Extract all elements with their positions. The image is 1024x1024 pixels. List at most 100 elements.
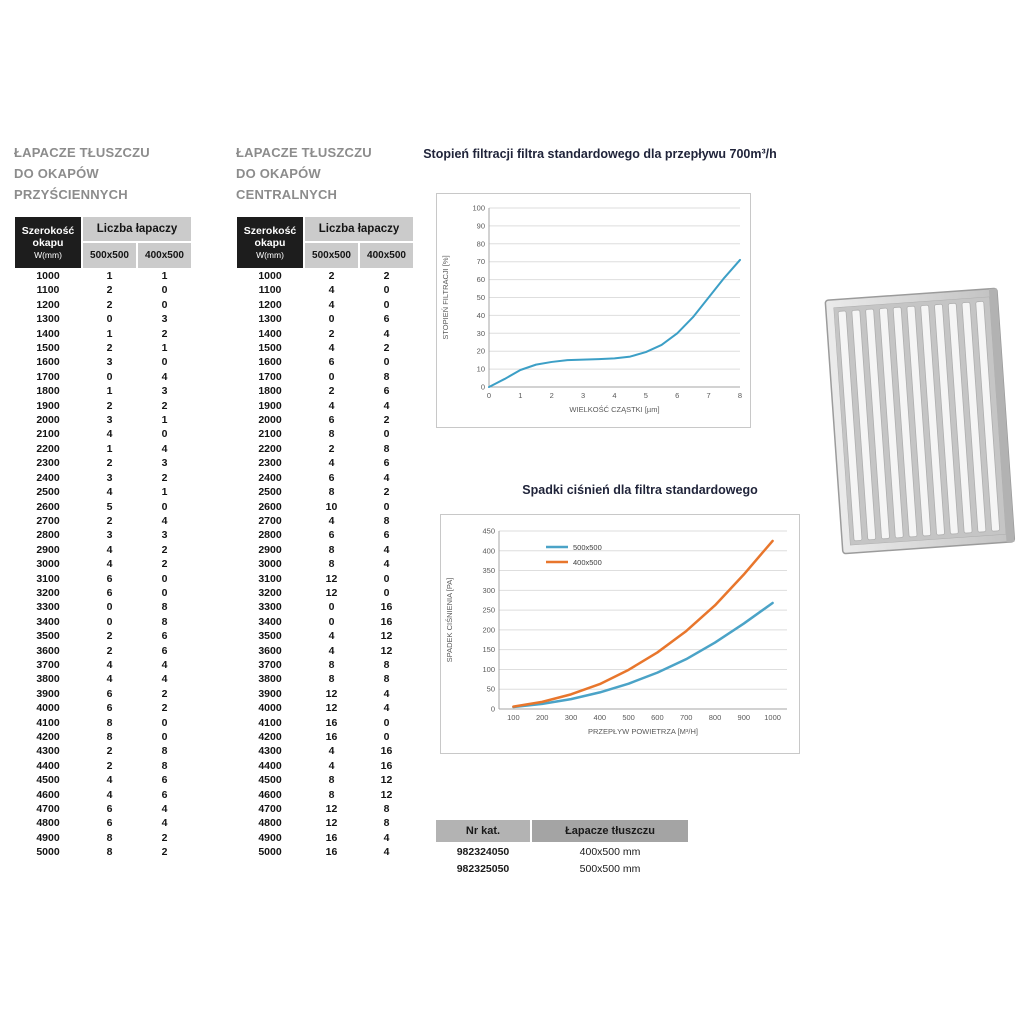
trap-count-cell: 6	[383, 385, 390, 398]
filter-slat	[851, 309, 877, 541]
trap-count-cell: 12	[325, 702, 338, 715]
trap-count-cell: 10	[325, 500, 338, 513]
trap-count-cell: 0	[106, 313, 113, 326]
hood-width-cell: 3400	[36, 615, 60, 628]
trap-count-cell: 8	[106, 831, 113, 844]
filter-slat	[920, 304, 945, 536]
hood-width-cell: 2200	[36, 442, 60, 455]
hood-width-cell: 4600	[36, 788, 60, 801]
filter-slat	[879, 307, 904, 539]
trap-count-cell: 8	[328, 673, 335, 686]
trap-count-cell: 0	[161, 356, 168, 369]
catalog-number-cell: 982324050	[456, 845, 510, 858]
trap-count-cell: 4	[106, 428, 113, 441]
trap-count-cell: 0	[328, 601, 335, 614]
trap-count-cell: 0	[161, 284, 168, 297]
spec-row: 2700 2 4	[14, 514, 192, 528]
hood-width-cell: 3500	[36, 630, 60, 643]
trap-count-cell: 2	[106, 745, 113, 758]
spec-row: 1900 2 2	[14, 399, 192, 413]
hood-width-cell: 1000	[258, 270, 282, 282]
central-filters-section: ŁAPACZE TŁUSZCZU DO OKAPÓW CENTRALNYCH S…	[236, 142, 416, 860]
width-unit-label: W(mm)	[256, 250, 284, 260]
traps-group-header: Liczba łapaczy	[82, 216, 192, 242]
hood-width-cell: 1400	[258, 327, 282, 340]
central-filters-table: Szerokość okapu W(mm) Liczba łapaczy 500…	[236, 216, 414, 860]
spec-row: 4500 8 12	[236, 773, 414, 787]
trap-count-cell: 4	[328, 284, 335, 297]
trap-count-cell: 4	[383, 558, 390, 571]
spec-row: 4400 4 16	[236, 759, 414, 773]
catalog-number-cell: 982325050	[456, 862, 510, 875]
hood-width-cell: 3800	[258, 673, 282, 686]
spec-row: 2900 4 2	[14, 543, 192, 557]
width-unit-label: W(mm)	[34, 250, 62, 260]
chart-element: 8	[738, 391, 742, 400]
y-axis-label: STOPIEŃ FILTRACJI [%]	[441, 255, 450, 339]
filter-slat	[947, 302, 973, 534]
spec-row: 2300 2 3	[14, 456, 192, 470]
trap-count-cell: 4	[161, 658, 168, 671]
trap-count-cell: 2	[161, 831, 168, 844]
chart-element: 200	[536, 713, 549, 722]
trap-count-cell: 16	[380, 759, 393, 772]
hood-width-cell: 1400	[36, 327, 60, 340]
chart-element: 200	[482, 625, 495, 634]
gridlines	[499, 530, 787, 690]
spec-row: 4000 12 4	[236, 701, 414, 715]
trap-count-cell: 8	[383, 817, 390, 830]
hood-width-cell: 1000	[36, 270, 60, 282]
hood-width-cell: 4300	[258, 745, 282, 758]
trap-count-cell: 2	[106, 514, 113, 527]
trap-count-cell: 6	[106, 572, 113, 585]
trap-count-cell: 2	[161, 327, 168, 340]
trap-count-cell: 3	[106, 471, 113, 484]
chart-element: 150	[482, 645, 495, 654]
hood-width-cell: 3000	[36, 558, 60, 571]
trap-count-cell: 4	[383, 327, 390, 340]
chart-element: 450	[482, 527, 495, 536]
trap-count-cell: 8	[161, 759, 168, 772]
hood-width-cell: 2800	[36, 529, 60, 542]
hood-width-cell: 2900	[36, 543, 60, 556]
spec-row: 4200 16 0	[236, 730, 414, 744]
chart-element: 100	[472, 204, 485, 213]
trap-count-cell: 2	[328, 327, 335, 340]
filter-slat	[892, 306, 918, 538]
spec-row: 4800 12 8	[236, 816, 414, 830]
trap-count-cell: 8	[383, 442, 390, 455]
hood-width-cell: 2000	[36, 414, 60, 427]
trap-count-cell: 16	[380, 615, 393, 628]
trap-count-cell: 4	[106, 658, 113, 671]
trap-count-cell: 2	[383, 486, 390, 499]
catalog-row: 982324050 400x500 mm	[436, 844, 688, 859]
trap-count-cell: 16	[325, 846, 338, 859]
hood-width-cell: 1900	[36, 399, 60, 412]
spec-row: 3000 4 2	[14, 557, 192, 571]
trap-count-cell: 0	[161, 731, 168, 743]
trap-count-cell: 3	[106, 356, 113, 369]
trap-count-cell: 2	[383, 414, 390, 427]
trap-count-cell: 1	[161, 270, 168, 282]
trap-count-cell: 4	[106, 486, 113, 499]
chart-element: 400x500	[573, 558, 602, 567]
spec-row: 2200 1 4	[14, 442, 192, 456]
trap-count-cell: 0	[106, 370, 113, 383]
trap-count-cell: 8	[328, 788, 335, 801]
chart-element: 0	[491, 705, 495, 714]
x-axis-label: WIELKOŚĆ CZĄSTKI [µm]	[569, 405, 659, 414]
spec-row: 1800 2 6	[236, 384, 414, 398]
spec-row: 2800 6 6	[236, 528, 414, 542]
chart-element: 50	[487, 685, 495, 694]
spec-row: 1900 4 4	[236, 399, 414, 413]
trap-count-cell: 8	[328, 774, 335, 787]
hood-width-cell: 2400	[36, 471, 60, 484]
spec-row: 1700 0 4	[14, 370, 192, 384]
spec-row: 1200 4 0	[236, 298, 414, 312]
column-header-500x500: 500x500	[82, 242, 137, 269]
hood-width-cell: 2800	[258, 529, 282, 542]
spec-row: 3900 6 2	[14, 687, 192, 701]
hood-width-cell: 4200	[258, 731, 282, 743]
trap-count-cell: 8	[328, 486, 335, 499]
trap-count-cell: 12	[380, 630, 393, 643]
